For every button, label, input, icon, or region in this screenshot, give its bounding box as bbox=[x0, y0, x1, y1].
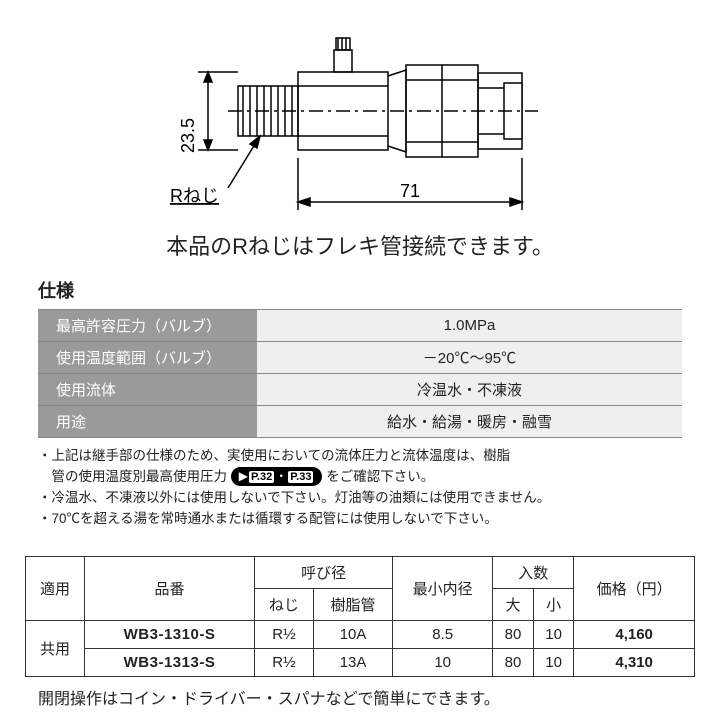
th-qty: 入数 bbox=[493, 556, 574, 588]
pipe-cell: 10A bbox=[313, 620, 392, 648]
spec-row: 用途 給水・給湯・暖房・融雪 bbox=[38, 406, 682, 438]
table-row: WB3-1313-S R½ 13A 10 80 10 4,310 bbox=[26, 648, 695, 676]
dim-height-text: 23.5 bbox=[178, 118, 198, 153]
thread-label-text: Rねじ bbox=[170, 186, 219, 206]
product-table: 適用 品番 呼び径 最小内径 入数 価格（円） ねじ 樹脂管 大 小 共用 WB… bbox=[25, 556, 695, 677]
note-text: ・上記は継手部の仕様のため、実使用においての流体圧力と流体温度は、樹脂 bbox=[38, 448, 510, 463]
dim-length-text: 71 bbox=[400, 181, 420, 201]
pn-cell: WB3-1310-S bbox=[84, 620, 254, 648]
spec-notes: ・上記は継手部の仕様のため、実使用においての流体圧力と流体温度は、樹脂 管の使用… bbox=[38, 446, 682, 530]
th-price: 価格（円） bbox=[574, 556, 694, 620]
spec-value: 冷温水・不凍液 bbox=[257, 374, 682, 406]
spec-label: 最高許容圧力（バルブ） bbox=[38, 310, 257, 342]
spec-heading: 仕様 bbox=[38, 277, 682, 303]
th-qty-large: 大 bbox=[493, 588, 534, 620]
th-size-pipe: 樹脂管 bbox=[313, 588, 392, 620]
qtyl-cell: 80 bbox=[493, 648, 534, 676]
spec-value: 給水・給湯・暖房・融雪 bbox=[257, 406, 682, 438]
price-cell: 4,310 bbox=[574, 648, 694, 676]
th-qty-small: 小 bbox=[533, 588, 574, 620]
note-text: ・70℃を超える湯を常時通水または循環する配管には使用しないで下さい。 bbox=[38, 509, 682, 530]
th-pn: 品番 bbox=[84, 556, 254, 620]
page-ref-badge: ▶P.32・P.33 bbox=[231, 467, 323, 486]
minid-cell: 8.5 bbox=[393, 620, 493, 648]
table-row: 共用 WB3-1310-S R½ 10A 8.5 80 10 4,160 bbox=[26, 620, 695, 648]
spec-label: 使用流体 bbox=[38, 374, 257, 406]
th-minid: 最小内径 bbox=[393, 556, 493, 620]
technical-drawing: 23.5 71 Rねじ bbox=[38, 10, 682, 225]
spec-label: 用途 bbox=[38, 406, 257, 438]
th-fit: 適用 bbox=[26, 556, 85, 620]
spec-row: 最高許容圧力（バルブ） 1.0MPa bbox=[38, 310, 682, 342]
th-size: 呼び径 bbox=[254, 556, 392, 588]
spec-row: 使用流体 冷温水・不凍液 bbox=[38, 374, 682, 406]
spec-table: 最高許容圧力（バルブ） 1.0MPa 使用温度範囲（バルブ） －20℃～95℃ … bbox=[38, 309, 682, 438]
note-text: 管の使用温度別最高使用圧力 bbox=[52, 469, 228, 484]
spec-value: 1.0MPa bbox=[257, 310, 682, 342]
figure-caption: 本品のRねじはフレキ管接続できます。 bbox=[38, 229, 682, 261]
minid-cell: 10 bbox=[393, 648, 493, 676]
note-text: ・冷温水、不凍液以外には使用しないで下さい。灯油等の油類には使用できません。 bbox=[38, 488, 682, 509]
spec-label: 使用温度範囲（バルブ） bbox=[38, 342, 257, 374]
thread-cell: R½ bbox=[254, 620, 313, 648]
qtyl-cell: 80 bbox=[493, 620, 534, 648]
pipe-cell: 13A bbox=[313, 648, 392, 676]
thread-cell: R½ bbox=[254, 648, 313, 676]
spec-row: 使用温度範囲（バルブ） －20℃～95℃ bbox=[38, 342, 682, 374]
qtys-cell: 10 bbox=[533, 648, 574, 676]
note-text: をご確認下さい。 bbox=[326, 469, 434, 484]
spec-value: －20℃～95℃ bbox=[257, 342, 682, 374]
price-cell: 4,160 bbox=[574, 620, 694, 648]
qtys-cell: 10 bbox=[533, 620, 574, 648]
pn-cell: WB3-1313-S bbox=[84, 648, 254, 676]
fit-cell: 共用 bbox=[26, 620, 85, 676]
th-size-thread: ねじ bbox=[254, 588, 313, 620]
footer-note: 開閉操作はコイン・ドライバー・スパナなどで簡単にできます。 bbox=[38, 685, 682, 709]
